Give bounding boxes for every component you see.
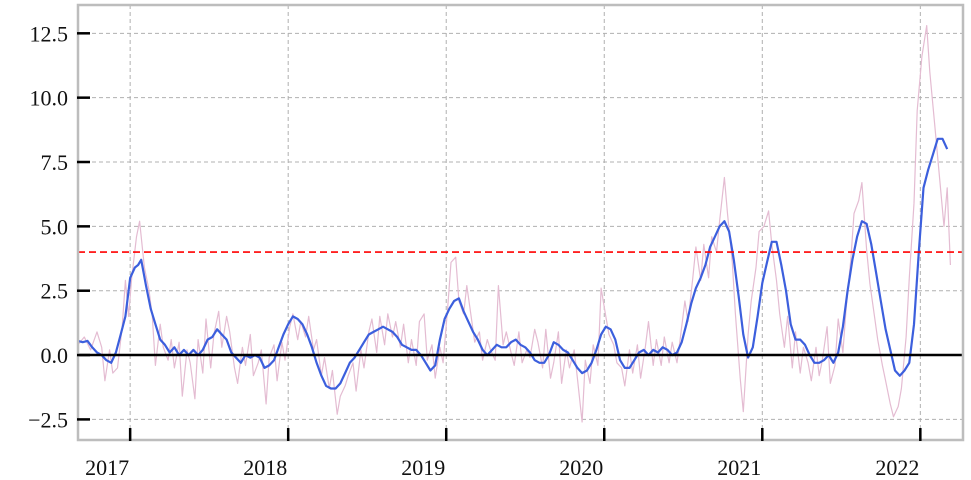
x-tick-label: 2022 <box>875 455 919 480</box>
x-tick-label: 2018 <box>243 455 287 480</box>
axes: −2.5 0.0 2.5 5.0 7.5 10.0 12.5 2017 2018 2019 2020… <box>28 21 922 480</box>
series-lines <box>77 25 951 423</box>
y-tick-label: 10.0 <box>30 86 69 111</box>
y-tick-label: 12.5 <box>30 21 69 46</box>
y-tick-label: 7.5 <box>41 150 69 175</box>
x-tick-label: 2020 <box>559 455 603 480</box>
reference-lines <box>78 251 963 357</box>
x-tick-label: 2021 <box>717 455 761 480</box>
y-tick-label: −2.5 <box>28 407 68 432</box>
x-tick-label: 2019 <box>401 455 445 480</box>
y-tick-label: 0.0 <box>41 343 69 368</box>
plot-frame <box>76 3 965 442</box>
y-tick-label: 5.0 <box>41 214 69 239</box>
y-tick-label: 2.5 <box>41 279 69 304</box>
smoothed-series-line <box>77 137 949 390</box>
x-tick-label: 2017 <box>85 455 129 480</box>
